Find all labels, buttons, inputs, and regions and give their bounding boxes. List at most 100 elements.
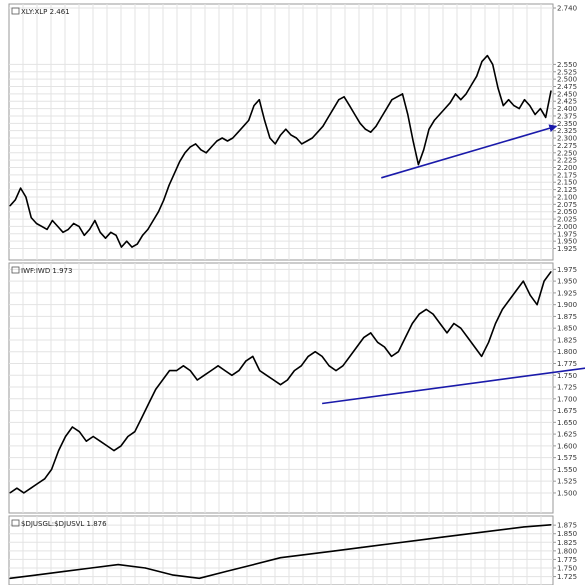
- y-tick-label: 2.200: [557, 164, 577, 172]
- data-point: [238, 370, 240, 372]
- data-point: [314, 351, 316, 353]
- data-point: [258, 99, 260, 101]
- y-tick-label: 2.450: [557, 90, 577, 98]
- data-point: [311, 137, 313, 139]
- y-tick-label: 1.850: [557, 530, 577, 538]
- data-point: [92, 435, 94, 438]
- data-point: [85, 440, 87, 442]
- panel-menu-icon: [11, 266, 20, 274]
- data-point: [550, 90, 552, 92]
- data-point: [508, 99, 510, 101]
- data-point: [155, 388, 157, 390]
- y-tick-label: 1.950: [557, 238, 577, 246]
- data-point: [63, 570, 65, 573]
- data-point: [16, 487, 18, 489]
- data-point: [370, 332, 372, 334]
- data-point: [425, 308, 427, 310]
- data-point: [488, 341, 490, 343]
- data-point: [348, 105, 351, 107]
- data-point: [110, 231, 112, 233]
- data-point: [496, 529, 498, 531]
- data-point: [120, 246, 122, 248]
- data-point: [46, 228, 48, 230]
- data-point: [522, 280, 524, 282]
- y-tick-label: 2.275: [557, 142, 577, 150]
- y-tick-label: 1.800: [557, 348, 577, 356]
- y-tick-label: 1.950: [557, 278, 577, 286]
- data-point: [342, 365, 344, 367]
- data-point: [494, 322, 497, 325]
- data-point: [134, 431, 136, 433]
- y-tick-label: 1.550: [557, 466, 577, 474]
- data-point: [290, 134, 292, 136]
- data-point: [173, 172, 175, 174]
- y-tick-label: 1.750: [557, 372, 577, 380]
- data-point: [446, 332, 448, 334]
- data-point: [550, 271, 552, 273]
- data-point: [195, 143, 197, 145]
- data-point: [198, 577, 200, 579]
- data-point: [460, 327, 462, 329]
- data-point: [523, 526, 525, 528]
- y-tick-label: 2.350: [557, 120, 577, 128]
- y-tick-label: 1.600: [557, 442, 577, 450]
- y-tick-label: 1.775: [557, 556, 577, 564]
- data-point: [334, 550, 336, 552]
- data-point: [152, 219, 154, 222]
- y-tick-label: 1.525: [557, 478, 577, 486]
- y-tick-label: 2.375: [557, 112, 577, 120]
- data-point: [99, 440, 101, 442]
- data-point: [253, 105, 255, 107]
- data-point: [328, 365, 330, 367]
- data-point: [9, 205, 11, 207]
- y-tick-label: 1.725: [557, 573, 577, 581]
- data-point: [99, 231, 101, 233]
- data-point: [171, 574, 173, 576]
- trend-arrow: [322, 367, 585, 405]
- data-point: [36, 574, 38, 576]
- data-point: [432, 313, 434, 315]
- data-point: [57, 225, 59, 227]
- data-point: [327, 116, 329, 118]
- data-point: [259, 370, 261, 372]
- y-tick-label: 1.750: [557, 565, 577, 573]
- data-point: [168, 184, 170, 186]
- panel-frame: [8, 3, 554, 261]
- data-point: [30, 487, 32, 489]
- data-point: [474, 346, 476, 348]
- data-point: [306, 140, 308, 142]
- data-point: [364, 128, 366, 130]
- data-point: [142, 234, 144, 236]
- data-point: [529, 294, 531, 296]
- data-point: [232, 137, 234, 139]
- data-point: [163, 199, 165, 201]
- y-tick-label: 1.825: [557, 336, 577, 344]
- data-point: [380, 116, 382, 118]
- data-point: [248, 119, 250, 121]
- y-tick-label: 2.050: [557, 208, 577, 216]
- y-tick-label: 2.500: [557, 76, 577, 84]
- data-point: [273, 379, 275, 381]
- data-point: [401, 93, 404, 95]
- data-point: [465, 93, 467, 95]
- data-point: [148, 402, 150, 405]
- data-point: [439, 322, 441, 325]
- data-point: [501, 308, 503, 310]
- y-tick-label: 2.400: [557, 105, 577, 113]
- data-point: [126, 240, 128, 242]
- data-point: [264, 119, 266, 121]
- data-point: [449, 102, 451, 104]
- data-point: [182, 365, 184, 367]
- y-tick-label: 1.575: [557, 454, 577, 462]
- data-point: [274, 143, 276, 145]
- data-point: [203, 374, 205, 376]
- data-point: [51, 219, 54, 222]
- data-point: [71, 426, 73, 428]
- panel-menu-icon: [11, 7, 20, 15]
- data-point: [9, 492, 11, 494]
- y-tick-label: 2.225: [557, 157, 577, 165]
- data-point: [189, 146, 191, 148]
- y-tick-label: 2.250: [557, 149, 577, 157]
- data-point: [335, 370, 337, 372]
- data-point: [62, 231, 64, 233]
